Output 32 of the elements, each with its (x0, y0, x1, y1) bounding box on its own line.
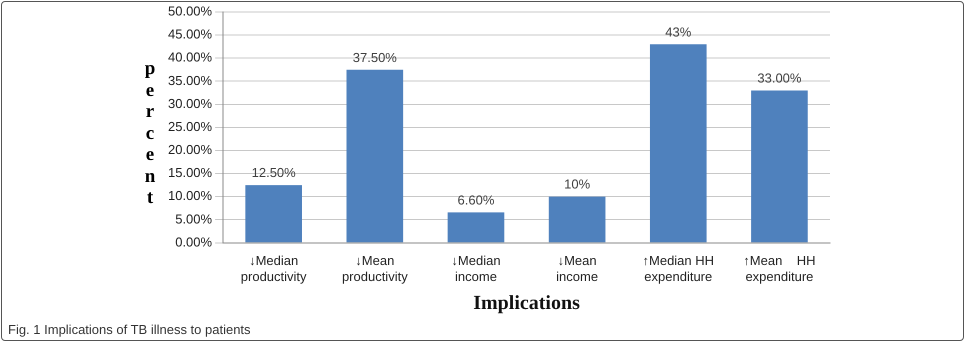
data-label: 33.00% (757, 70, 802, 86)
data-label: 6.60% (458, 192, 495, 208)
y-tick-label: 40.00% (168, 50, 213, 65)
x-tick-label: ↓Median income (451, 253, 501, 284)
bar (548, 196, 606, 242)
y-tick-label: 50.00% (168, 4, 213, 19)
x-axis-title: Implications (473, 292, 580, 314)
y-tick-label: 15.00% (168, 165, 213, 180)
x-tick-label: ↑Mean HH expenditure (743, 253, 816, 284)
y-tick-label: 45.00% (168, 26, 213, 42)
x-tick-label: ↓Mean productivity (342, 253, 408, 284)
bar (448, 212, 504, 242)
bar (751, 90, 808, 242)
y-tick-label: 5.00% (175, 211, 213, 226)
data-label: 12.50% (252, 165, 296, 180)
y-tick-label: 20.00% (168, 142, 213, 158)
x-tick-label: ↓Median productivity (240, 253, 308, 284)
bar (346, 70, 404, 242)
bar (650, 44, 707, 242)
y-tick-label: 0.00% (175, 234, 213, 250)
data-label: 10% (564, 176, 591, 192)
x-tick-label: ↑Median HH expenditure (642, 253, 714, 284)
y-tick-label: 25.00% (168, 118, 213, 134)
data-label: 37.50% (352, 50, 398, 65)
bar (245, 185, 302, 242)
x-tick-label: ↓Mean income (556, 253, 598, 284)
y-tick-label: 30.00% (168, 96, 213, 111)
y-tick-label: 10.00% (168, 188, 213, 204)
caption: Fig. 1 Implications of TB illness to patients (8, 322, 251, 337)
y-axis-title: percent (144, 58, 156, 208)
data-label: 43% (665, 24, 692, 40)
y-tick-label: 35.00% (168, 72, 213, 88)
